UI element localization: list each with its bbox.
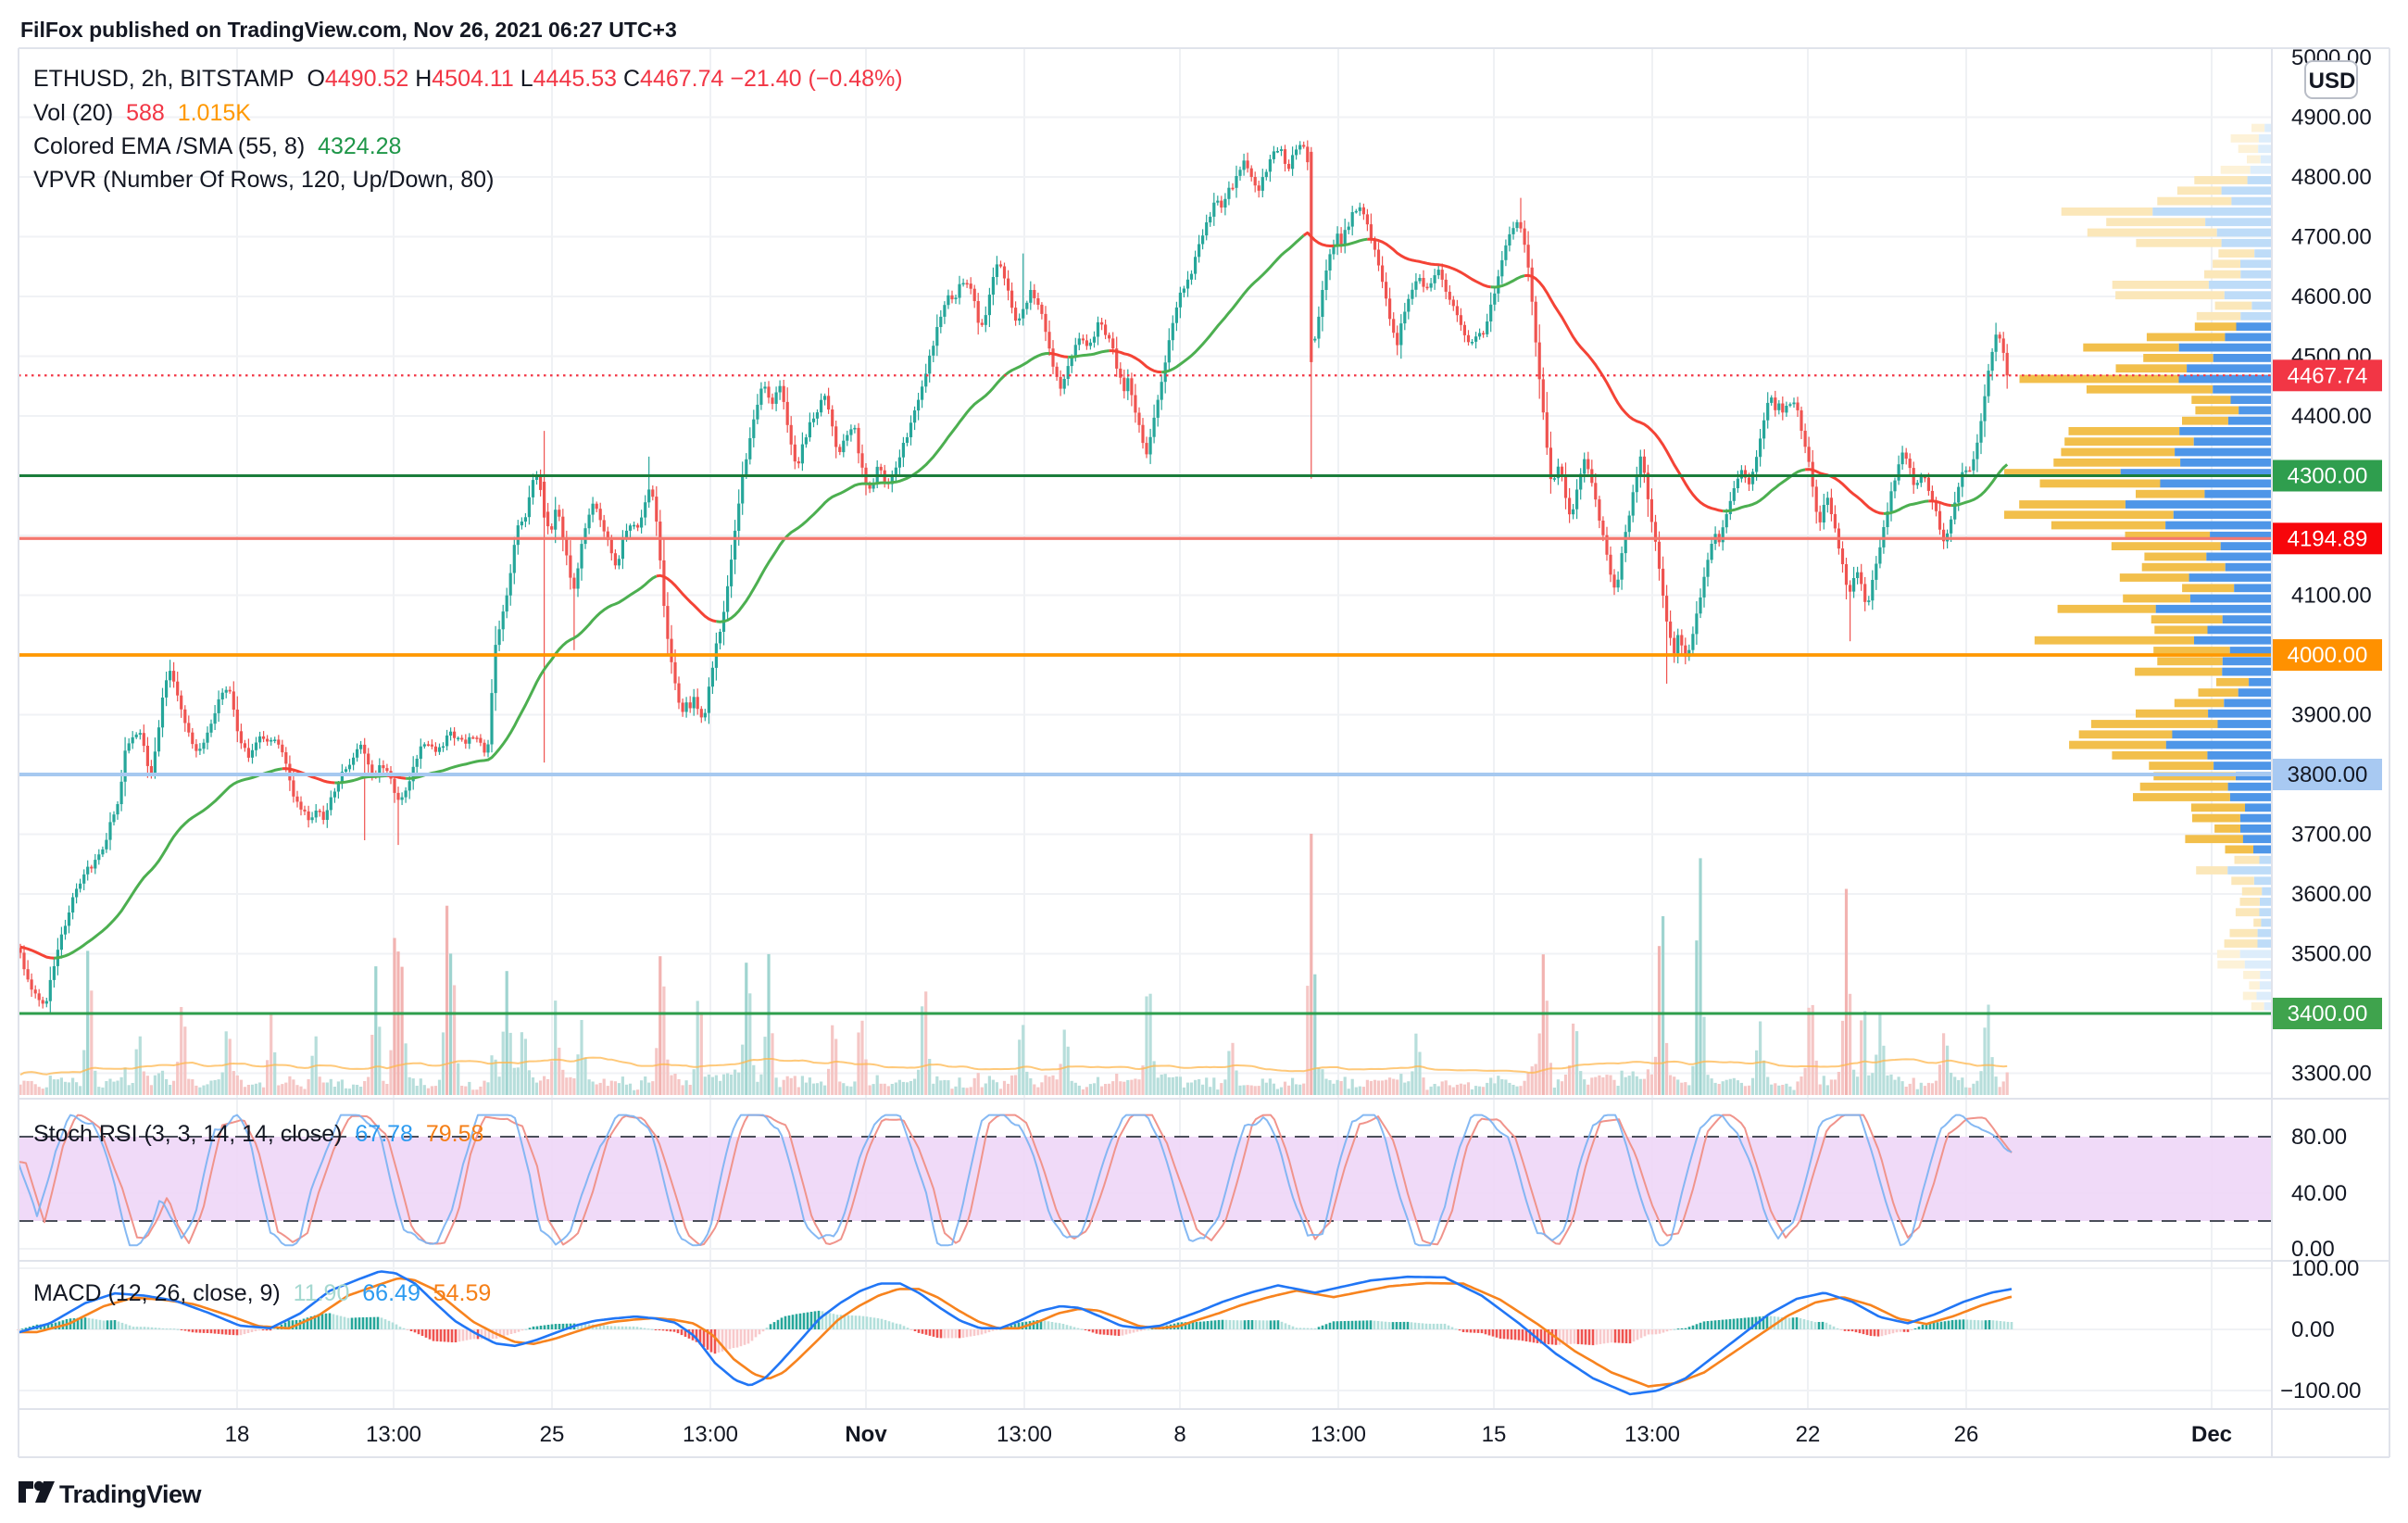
svg-text:Stoch RSI (3, 3, 14, 14, close: Stoch RSI (3, 3, 14, 14, close) 67.78 79… — [33, 1121, 483, 1147]
svg-text:MACD (12, 26, close, 9) 11.90: MACD (12, 26, close, 9) 11.90 66.49 54.5… — [33, 1280, 491, 1306]
svg-text:3800.00: 3800.00 — [2288, 762, 2368, 787]
svg-text:USD: USD — [2309, 69, 2356, 94]
svg-text:4467.74: 4467.74 — [2288, 363, 2368, 388]
svg-text:22: 22 — [1796, 1422, 1821, 1447]
svg-text:13:00: 13:00 — [366, 1422, 421, 1447]
svg-text:Vol (20) 588 1.015K: Vol (20) 588 1.015K — [33, 100, 251, 126]
svg-text:0.00: 0.00 — [2291, 1317, 2335, 1342]
svg-text:4300.00: 4300.00 — [2288, 464, 2368, 489]
svg-text:3700.00: 3700.00 — [2291, 823, 2372, 848]
svg-text:13:00: 13:00 — [683, 1422, 738, 1447]
svg-text:Dec: Dec — [2191, 1422, 2232, 1447]
svg-text:13:00: 13:00 — [1311, 1422, 1366, 1447]
svg-text:80.00: 80.00 — [2291, 1125, 2347, 1150]
svg-text:18: 18 — [225, 1422, 250, 1447]
svg-text:3500.00: 3500.00 — [2291, 942, 2372, 967]
svg-text:15: 15 — [1482, 1422, 1507, 1447]
svg-text:3300.00: 3300.00 — [2291, 1062, 2372, 1087]
svg-text:TradingView: TradingView — [59, 1480, 203, 1508]
svg-text:ETHUSD, 2h, BITSTAMP O4490.52: ETHUSD, 2h, BITSTAMP O4490.52 H4504.11 L… — [33, 66, 903, 92]
svg-text:3600.00: 3600.00 — [2291, 882, 2372, 907]
svg-text:4400.00: 4400.00 — [2291, 404, 2372, 429]
svg-text:4900.00: 4900.00 — [2291, 106, 2372, 131]
svg-text:3400.00: 3400.00 — [2288, 1001, 2368, 1026]
svg-text:VPVR (Number Of Rows, 120, Up/: VPVR (Number Of Rows, 120, Up/Down, 80) — [33, 167, 494, 193]
svg-text:13:00: 13:00 — [1624, 1422, 1680, 1447]
svg-text:8: 8 — [1173, 1422, 1185, 1447]
svg-text:40.00: 40.00 — [2291, 1181, 2347, 1206]
svg-text:4800.00: 4800.00 — [2291, 165, 2372, 190]
svg-text:4000.00: 4000.00 — [2288, 643, 2368, 668]
svg-text:4100.00: 4100.00 — [2291, 584, 2372, 609]
svg-text:0.00: 0.00 — [2291, 1237, 2335, 1262]
svg-text:−100.00: −100.00 — [2280, 1378, 2361, 1403]
svg-text:Colored EMA /SMA (55, 8) 4324: Colored EMA /SMA (55, 8) 4324.28 — [33, 133, 401, 159]
svg-text:26: 26 — [1954, 1422, 1979, 1447]
svg-text:Nov: Nov — [845, 1422, 887, 1447]
svg-text:FilFox published on TradingVie: FilFox published on TradingView.com, Nov… — [20, 18, 677, 42]
svg-text:3900.00: 3900.00 — [2291, 703, 2372, 728]
svg-text:13:00: 13:00 — [997, 1422, 1052, 1447]
svg-text:25: 25 — [540, 1422, 565, 1447]
svg-text:4600.00: 4600.00 — [2291, 284, 2372, 309]
svg-text:4194.89: 4194.89 — [2288, 526, 2368, 551]
svg-text:100.00: 100.00 — [2291, 1256, 2359, 1281]
svg-text:4700.00: 4700.00 — [2291, 225, 2372, 250]
